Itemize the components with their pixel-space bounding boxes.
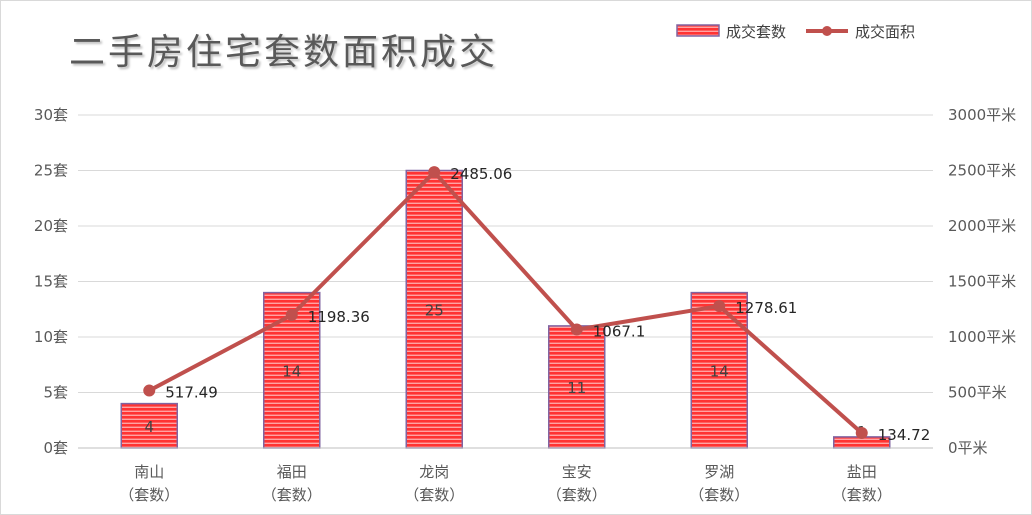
category-sublabel: （套数）	[262, 486, 322, 504]
category-label: 宝安	[562, 463, 592, 481]
line-value-label: 134.72	[878, 426, 931, 444]
bar	[548, 325, 606, 449]
category-sublabel: （套数）	[547, 486, 607, 504]
right-tick-label: 3000平米	[948, 106, 1016, 124]
line-point	[428, 166, 441, 179]
category-sublabel: （套数）	[404, 486, 464, 504]
right-tick-label: 2000平米	[948, 217, 1016, 235]
line-value-label: 1067.1	[593, 323, 646, 341]
right-tick-label: 2500平米	[948, 162, 1016, 180]
chart-title: 二手房住宅套数面积成交	[69, 32, 499, 73]
line-point	[143, 384, 156, 397]
category-axis: 南山 （套数） 福田 （套数） 龙岗 （套数） 宝安 （套数） 罗湖 （套数） 盐田 （套数）	[78, 447, 933, 504]
left-tick-label: 20套	[34, 217, 68, 235]
line-value-label: 1278.61	[735, 299, 797, 317]
category-label: 盐田	[847, 463, 877, 481]
category-sublabel: （套数）	[832, 486, 892, 504]
category-label: 罗湖	[704, 463, 734, 481]
category-sublabel: （套数）	[689, 486, 749, 504]
right-tick-label: 1500平米	[948, 273, 1016, 291]
bar-value-label: 11	[567, 379, 586, 397]
category-label: 南山	[134, 463, 164, 481]
line-value-label: 517.49	[165, 384, 218, 402]
category-sublabel: （套数）	[119, 486, 179, 504]
legend-bar-swatch	[676, 24, 720, 37]
line-point	[855, 427, 868, 440]
bar-value-label: 14	[282, 362, 301, 380]
bar-value-label: 14	[710, 362, 729, 380]
left-tick-label: 25套	[34, 162, 68, 180]
area-line	[148, 170, 864, 435]
left-tick-label: 15套	[34, 273, 68, 291]
bar	[690, 291, 748, 449]
line-value-label: 2485.06	[450, 165, 512, 183]
left-tick-label: 10套	[34, 328, 68, 346]
right-tick-label: 500平米	[948, 384, 1007, 402]
line-point	[713, 300, 726, 313]
bar-value-label: 4	[144, 418, 154, 436]
left-axis: 0套 5套 10套 15套 20套 25套 30套	[34, 106, 68, 457]
line-series: 517.49 1198.36 2485.06 1067.1 1278.61 134.72	[143, 165, 930, 444]
left-tick-label: 0套	[43, 439, 68, 457]
left-tick-label: 5套	[43, 384, 68, 402]
legend-line-marker	[822, 26, 832, 36]
right-tick-label: 1000平米	[948, 328, 1016, 346]
line-value-label: 1198.36	[308, 308, 370, 326]
category-label: 福田	[277, 463, 307, 481]
category-label: 龙岗	[419, 463, 449, 481]
bar	[120, 402, 178, 449]
legend-line-label: 成交面积	[855, 23, 915, 41]
legend-bar-label: 成交套数	[726, 23, 786, 41]
gridlines	[78, 114, 933, 449]
left-tick-label: 30套	[34, 106, 68, 124]
right-tick-label: 0平米	[948, 439, 988, 457]
bar-value-label: 25	[425, 301, 444, 319]
right-axis: 0平米 500平米 1000平米 1500平米 2000平米 2500平米 3000平米	[948, 106, 1016, 457]
line-point	[285, 308, 298, 321]
legend: 成交套数 成交面积	[676, 23, 915, 41]
line-point	[570, 323, 583, 336]
